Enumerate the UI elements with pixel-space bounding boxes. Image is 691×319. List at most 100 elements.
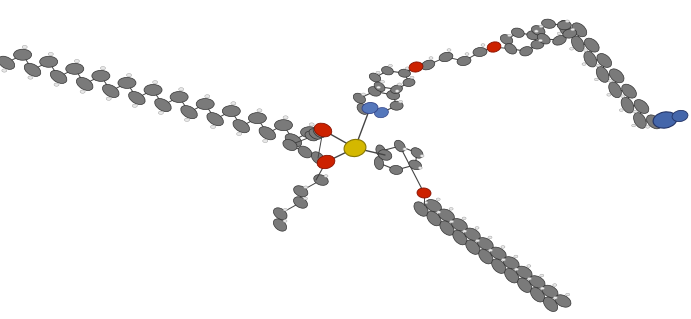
Ellipse shape	[534, 30, 538, 33]
Ellipse shape	[557, 21, 571, 30]
Ellipse shape	[409, 160, 422, 170]
Ellipse shape	[500, 34, 513, 44]
Ellipse shape	[447, 49, 451, 51]
Ellipse shape	[557, 32, 561, 35]
Ellipse shape	[381, 80, 385, 83]
Ellipse shape	[503, 257, 519, 269]
Ellipse shape	[619, 109, 623, 111]
Ellipse shape	[633, 110, 637, 113]
Ellipse shape	[395, 90, 399, 93]
Ellipse shape	[184, 118, 189, 122]
Ellipse shape	[102, 85, 119, 98]
Ellipse shape	[50, 70, 67, 84]
Ellipse shape	[488, 236, 492, 239]
Ellipse shape	[502, 258, 506, 261]
Ellipse shape	[126, 74, 131, 77]
Ellipse shape	[397, 83, 401, 85]
Ellipse shape	[274, 219, 287, 231]
Ellipse shape	[420, 155, 424, 157]
Ellipse shape	[531, 26, 545, 35]
Ellipse shape	[451, 219, 467, 231]
Ellipse shape	[375, 108, 388, 118]
Ellipse shape	[653, 112, 677, 128]
Ellipse shape	[607, 93, 611, 96]
Ellipse shape	[179, 88, 184, 91]
Ellipse shape	[233, 120, 249, 133]
Ellipse shape	[529, 276, 545, 288]
Ellipse shape	[39, 56, 57, 67]
Ellipse shape	[22, 45, 27, 48]
Ellipse shape	[274, 120, 292, 131]
Ellipse shape	[377, 86, 381, 89]
Ellipse shape	[540, 287, 545, 290]
Ellipse shape	[314, 174, 328, 185]
Ellipse shape	[378, 150, 392, 160]
Ellipse shape	[487, 42, 501, 52]
Ellipse shape	[153, 81, 158, 84]
Ellipse shape	[236, 132, 242, 136]
Ellipse shape	[572, 23, 587, 37]
Ellipse shape	[609, 69, 624, 83]
Ellipse shape	[426, 199, 442, 212]
Ellipse shape	[304, 186, 307, 189]
Ellipse shape	[538, 39, 542, 42]
Ellipse shape	[283, 139, 297, 151]
Ellipse shape	[609, 82, 621, 98]
Ellipse shape	[285, 134, 302, 147]
Ellipse shape	[118, 78, 136, 88]
Ellipse shape	[596, 64, 600, 67]
Ellipse shape	[28, 76, 33, 79]
Ellipse shape	[411, 148, 423, 158]
Ellipse shape	[283, 220, 287, 222]
Ellipse shape	[248, 113, 267, 124]
Ellipse shape	[390, 166, 403, 174]
Ellipse shape	[24, 63, 41, 76]
Ellipse shape	[584, 51, 596, 67]
Ellipse shape	[155, 99, 171, 112]
Ellipse shape	[585, 38, 599, 52]
Ellipse shape	[313, 126, 325, 138]
Ellipse shape	[562, 29, 577, 38]
Ellipse shape	[283, 116, 288, 119]
Ellipse shape	[449, 208, 453, 210]
Ellipse shape	[537, 33, 550, 44]
Ellipse shape	[362, 102, 378, 114]
Ellipse shape	[324, 175, 328, 177]
Ellipse shape	[263, 139, 267, 143]
Ellipse shape	[543, 297, 558, 311]
Ellipse shape	[436, 198, 440, 201]
Ellipse shape	[257, 109, 262, 112]
Ellipse shape	[553, 297, 558, 299]
Ellipse shape	[463, 230, 466, 233]
Ellipse shape	[66, 63, 84, 74]
Ellipse shape	[453, 230, 467, 245]
Ellipse shape	[527, 31, 540, 40]
Ellipse shape	[144, 85, 162, 95]
Ellipse shape	[571, 33, 575, 36]
Ellipse shape	[361, 93, 366, 96]
Ellipse shape	[477, 238, 493, 250]
Ellipse shape	[106, 97, 111, 100]
Ellipse shape	[424, 201, 428, 204]
Ellipse shape	[596, 67, 609, 82]
Ellipse shape	[632, 124, 636, 127]
Ellipse shape	[100, 66, 106, 70]
Ellipse shape	[317, 155, 335, 169]
Ellipse shape	[527, 278, 531, 280]
Ellipse shape	[211, 125, 216, 129]
Ellipse shape	[566, 293, 569, 296]
Ellipse shape	[518, 278, 532, 293]
Ellipse shape	[170, 92, 188, 102]
Ellipse shape	[406, 67, 410, 70]
Ellipse shape	[594, 78, 598, 81]
Ellipse shape	[75, 59, 79, 63]
Ellipse shape	[2, 69, 7, 72]
Ellipse shape	[375, 157, 384, 169]
Ellipse shape	[569, 48, 574, 50]
Ellipse shape	[481, 44, 485, 46]
Ellipse shape	[283, 208, 287, 211]
Ellipse shape	[473, 48, 487, 56]
Ellipse shape	[196, 99, 214, 109]
Ellipse shape	[390, 101, 403, 110]
Ellipse shape	[531, 287, 545, 302]
